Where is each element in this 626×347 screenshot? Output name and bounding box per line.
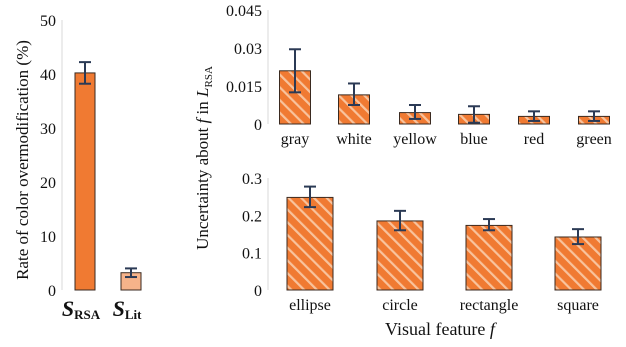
- y-tick-label: 0.03: [234, 41, 262, 58]
- x-tick-label: blue: [460, 131, 488, 148]
- bottom-x-axis-title: Visual feature f: [385, 319, 498, 339]
- bar: [376, 220, 424, 291]
- y-tick-label: 0.2: [242, 208, 262, 225]
- x-tick-label: red: [524, 131, 544, 148]
- x-tick-label: gray: [281, 131, 309, 148]
- y-tick-label: 20: [40, 175, 56, 192]
- x-tick-label: SRSA: [62, 296, 101, 322]
- x-tick-label: rectangle: [460, 297, 519, 314]
- x-tick-label: ellipse: [289, 297, 331, 314]
- y-tick-label: 0.015: [226, 79, 262, 96]
- x-tick-label: circle: [382, 297, 418, 314]
- bar: [74, 72, 96, 291]
- top-y-axis-title: Uncertainty about f in LRSA: [193, 66, 215, 250]
- bar: [286, 196, 334, 291]
- y-tick-label: 0.045: [226, 3, 262, 20]
- y-tick-label: 30: [40, 121, 56, 138]
- y-tick-label: 0: [254, 283, 262, 300]
- bar: [554, 236, 602, 291]
- x-tick-label: square: [557, 297, 599, 314]
- y-tick-label: 50: [40, 13, 56, 30]
- y-tick-label: 0.3: [242, 171, 262, 188]
- y-tick-label: 10: [40, 229, 56, 246]
- x-tick-label: green: [576, 131, 612, 148]
- left-y-axis-title: Rate of color overmodification (%): [13, 40, 32, 280]
- y-tick-label: 0: [48, 283, 56, 300]
- y-tick-label: 40: [40, 67, 56, 84]
- y-tick-label: 0: [254, 117, 262, 134]
- x-tick-label: yellow: [393, 131, 437, 148]
- y-tick-label: 0.1: [242, 246, 262, 263]
- x-tick-label: white: [336, 131, 372, 148]
- x-tick-label: SLit: [113, 296, 143, 322]
- bar: [465, 224, 513, 291]
